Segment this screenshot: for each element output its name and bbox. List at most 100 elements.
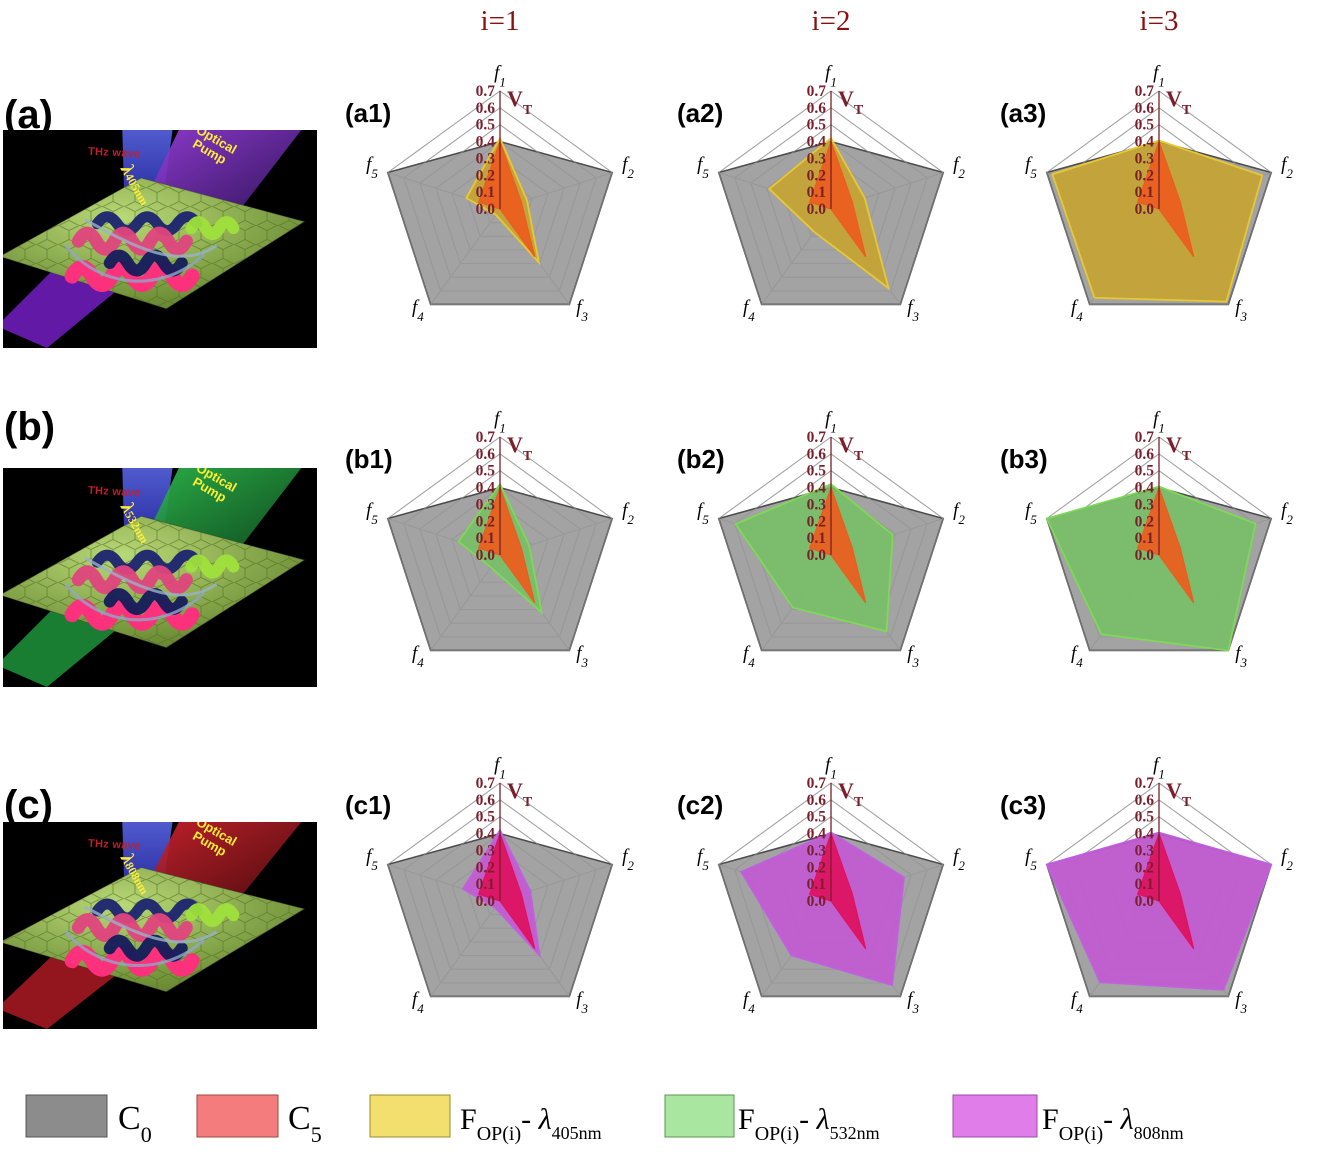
svg-text:f2: f2 (1281, 500, 1293, 527)
svg-text:C5: C5 (288, 1100, 322, 1147)
svg-text:0.0: 0.0 (807, 547, 827, 564)
svg-text:0.5: 0.5 (1135, 463, 1155, 480)
svg-text:f2: f2 (953, 154, 965, 181)
svg-text:0.6: 0.6 (807, 446, 827, 463)
svg-text:VT: VT (507, 86, 533, 118)
svg-text:f5: f5 (697, 500, 709, 527)
svg-text:f3: f3 (1235, 989, 1247, 1016)
svg-text:f5: f5 (366, 846, 378, 873)
svg-text:0.6: 0.6 (1135, 446, 1155, 463)
svg-text:f3: f3 (576, 643, 588, 670)
svg-text:0.1: 0.1 (1135, 530, 1154, 547)
svg-text:f5: f5 (697, 846, 709, 873)
svg-text:f1: f1 (1153, 755, 1165, 782)
svg-text:0.2: 0.2 (807, 513, 827, 530)
svg-text:0.5: 0.5 (1135, 117, 1155, 134)
svg-text:0.4: 0.4 (476, 134, 496, 151)
svg-text:0.0: 0.0 (476, 893, 496, 910)
svg-text:0.2: 0.2 (476, 167, 496, 184)
svg-text:f4: f4 (412, 989, 424, 1016)
svg-text:0.3: 0.3 (1135, 150, 1155, 167)
svg-text:f4: f4 (1071, 643, 1083, 670)
svg-text:0.1: 0.1 (807, 530, 826, 547)
svg-text:f4: f4 (412, 643, 424, 670)
svg-text:0.4: 0.4 (807, 826, 827, 843)
svg-text:FOP(i)- λ405nm: FOP(i)- λ405nm (460, 1103, 602, 1145)
svg-text:0.5: 0.5 (476, 809, 496, 826)
svg-text:0.1: 0.1 (476, 184, 495, 201)
svg-text:0.6: 0.6 (476, 792, 496, 809)
svg-text:0.5: 0.5 (807, 463, 827, 480)
svg-text:0.4: 0.4 (1135, 134, 1155, 151)
svg-text:f2: f2 (1281, 154, 1293, 181)
svg-text:0.6: 0.6 (476, 446, 496, 463)
svg-text:f3: f3 (907, 643, 919, 670)
svg-text:0.3: 0.3 (807, 496, 827, 513)
svg-text:VT: VT (1166, 778, 1192, 810)
svg-text:f3: f3 (1235, 297, 1247, 324)
svg-text:f1: f1 (1153, 409, 1165, 436)
svg-text:VT: VT (838, 86, 864, 118)
svg-text:0.6: 0.6 (807, 100, 827, 117)
svg-text:f4: f4 (743, 643, 755, 670)
svg-text:f2: f2 (622, 846, 634, 873)
svg-text:0.3: 0.3 (807, 150, 827, 167)
svg-text:0.1: 0.1 (476, 530, 495, 547)
svg-text:f5: f5 (1025, 500, 1037, 527)
svg-text:0.4: 0.4 (476, 480, 496, 497)
svg-text:f2: f2 (622, 154, 634, 181)
svg-text:f1: f1 (494, 409, 506, 436)
svg-text:0.1: 0.1 (476, 876, 495, 893)
svg-text:0.3: 0.3 (476, 150, 496, 167)
svg-text:0.3: 0.3 (476, 496, 496, 513)
svg-text:0.4: 0.4 (807, 480, 827, 497)
svg-text:0.3: 0.3 (476, 842, 496, 859)
svg-text:0.2: 0.2 (1135, 513, 1155, 530)
svg-text:0.3: 0.3 (1135, 842, 1155, 859)
svg-text:f5: f5 (366, 500, 378, 527)
svg-text:0.1: 0.1 (807, 876, 826, 893)
svg-text:f3: f3 (907, 989, 919, 1016)
svg-text:f5: f5 (1025, 154, 1037, 181)
svg-text:f5: f5 (697, 154, 709, 181)
svg-text:f5: f5 (366, 154, 378, 181)
svg-text:0.1: 0.1 (807, 184, 826, 201)
svg-text:0.4: 0.4 (1135, 826, 1155, 843)
svg-text:f1: f1 (494, 755, 506, 782)
svg-text:0.2: 0.2 (476, 513, 496, 530)
svg-text:f4: f4 (743, 297, 755, 324)
svg-text:VT: VT (507, 778, 533, 810)
svg-text:0.4: 0.4 (476, 826, 496, 843)
svg-text:VT: VT (1166, 432, 1192, 464)
svg-text:0.0: 0.0 (1135, 893, 1155, 910)
svg-text:0.0: 0.0 (476, 547, 496, 564)
svg-text:0.2: 0.2 (1135, 167, 1155, 184)
svg-text:0.6: 0.6 (1135, 792, 1155, 809)
svg-text:0.5: 0.5 (807, 117, 827, 134)
svg-text:f3: f3 (576, 297, 588, 324)
svg-text:f1: f1 (825, 63, 837, 90)
svg-text:0.3: 0.3 (807, 842, 827, 859)
svg-text:0.3: 0.3 (1135, 496, 1155, 513)
svg-text:0.1: 0.1 (1135, 876, 1154, 893)
svg-text:f2: f2 (1281, 846, 1293, 873)
svg-text:0.7: 0.7 (476, 429, 496, 446)
svg-text:0.7: 0.7 (1135, 83, 1155, 100)
svg-text:0.7: 0.7 (807, 775, 827, 792)
svg-text:0.5: 0.5 (1135, 809, 1155, 826)
svg-text:f4: f4 (412, 297, 424, 324)
svg-text:0.0: 0.0 (807, 893, 827, 910)
svg-text:0.4: 0.4 (1135, 480, 1155, 497)
svg-text:f4: f4 (1071, 989, 1083, 1016)
svg-text:0.7: 0.7 (1135, 775, 1155, 792)
svg-text:0.2: 0.2 (807, 859, 827, 876)
svg-text:0.5: 0.5 (807, 809, 827, 826)
svg-text:f4: f4 (743, 989, 755, 1016)
svg-text:f5: f5 (1025, 846, 1037, 873)
svg-text:0.0: 0.0 (807, 201, 827, 218)
svg-text:0.7: 0.7 (476, 83, 496, 100)
svg-text:C0: C0 (118, 1100, 152, 1147)
svg-text:f1: f1 (1153, 63, 1165, 90)
svg-text:f3: f3 (576, 989, 588, 1016)
svg-text:f2: f2 (622, 500, 634, 527)
